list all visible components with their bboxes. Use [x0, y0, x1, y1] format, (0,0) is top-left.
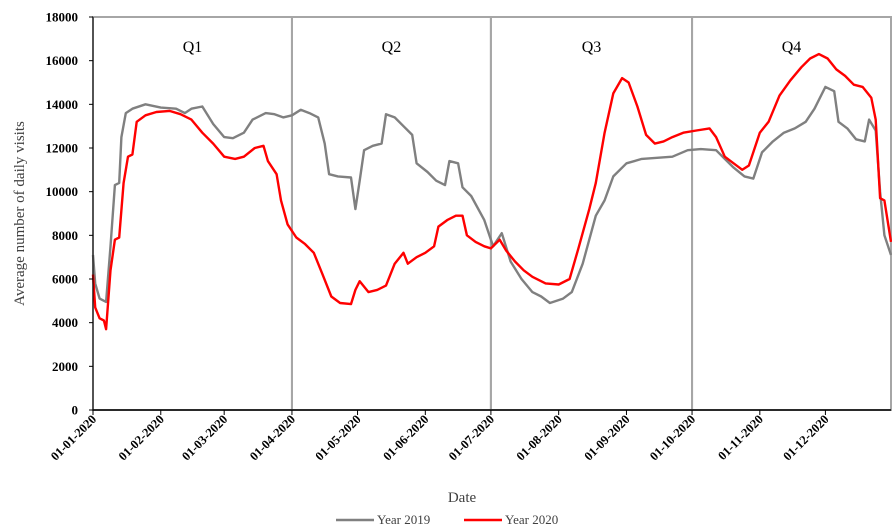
y-tick-label: 18000	[46, 10, 79, 25]
x-ticks: 01-01-2020 01-02-2020 01-03-2020 01-04-2020…	[48, 410, 832, 463]
quarter-label: Q3	[582, 39, 602, 56]
y-tick-label: 0	[72, 403, 79, 418]
x-axis-title: Date	[448, 490, 477, 506]
y-axis-title: Average number of daily visits	[12, 121, 28, 306]
x-tick-label: 01-03-2020	[179, 412, 230, 463]
y-ticks: 0 2000 4000 6000 8000 10000 12000 14000 16000 180…	[46, 10, 93, 418]
y-tick-label: 8000	[52, 228, 78, 243]
x-tick-label: 01-12-2020	[780, 412, 831, 463]
x-tick-label: 01-10-2020	[647, 412, 698, 463]
quarter-box-q2	[290, 16, 492, 411]
y-tick-label: 6000	[52, 272, 78, 287]
quarter-regions: Q1 Q2 Q3 Q4	[92, 16, 892, 411]
y-tick-label: 16000	[46, 53, 79, 68]
y-tick-label: 10000	[46, 184, 79, 199]
quarter-label: Q2	[382, 39, 402, 56]
y-tick-label: 2000	[52, 359, 78, 374]
quarter-box-q4	[691, 16, 892, 411]
quarter-box-q3	[489, 16, 694, 411]
x-tick-label: 01-04-2020	[247, 412, 298, 463]
y-tick-label: 14000	[46, 97, 79, 112]
axes	[92, 17, 891, 411]
quarter-box-q1	[92, 16, 293, 411]
legend: Year 2019 Year 2020	[336, 512, 558, 527]
quarter-label: Q1	[183, 39, 203, 56]
y-tick-label: 4000	[52, 315, 78, 330]
x-tick-label: 01-05-2020	[313, 412, 364, 463]
x-tick-label: 01-09-2020	[581, 412, 632, 463]
y-tick-label: 12000	[46, 141, 79, 156]
x-tick-label: 01-06-2020	[380, 412, 431, 463]
x-tick-label: 01-02-2020	[116, 412, 167, 463]
series-line-2	[91, 52, 892, 331]
series-line-1	[91, 85, 892, 305]
x-tick-label: 01-07-2020	[446, 412, 497, 463]
legend-label: Year 2019	[377, 512, 430, 527]
x-tick-label: 01-11-2020	[715, 412, 766, 463]
series-lines	[91, 52, 892, 331]
x-tick-label: 01-01-2020	[48, 412, 99, 463]
quarter-label: Q4	[782, 39, 802, 56]
x-tick-label: 01-08-2020	[514, 412, 565, 463]
legend-label: Year 2020	[505, 512, 558, 527]
